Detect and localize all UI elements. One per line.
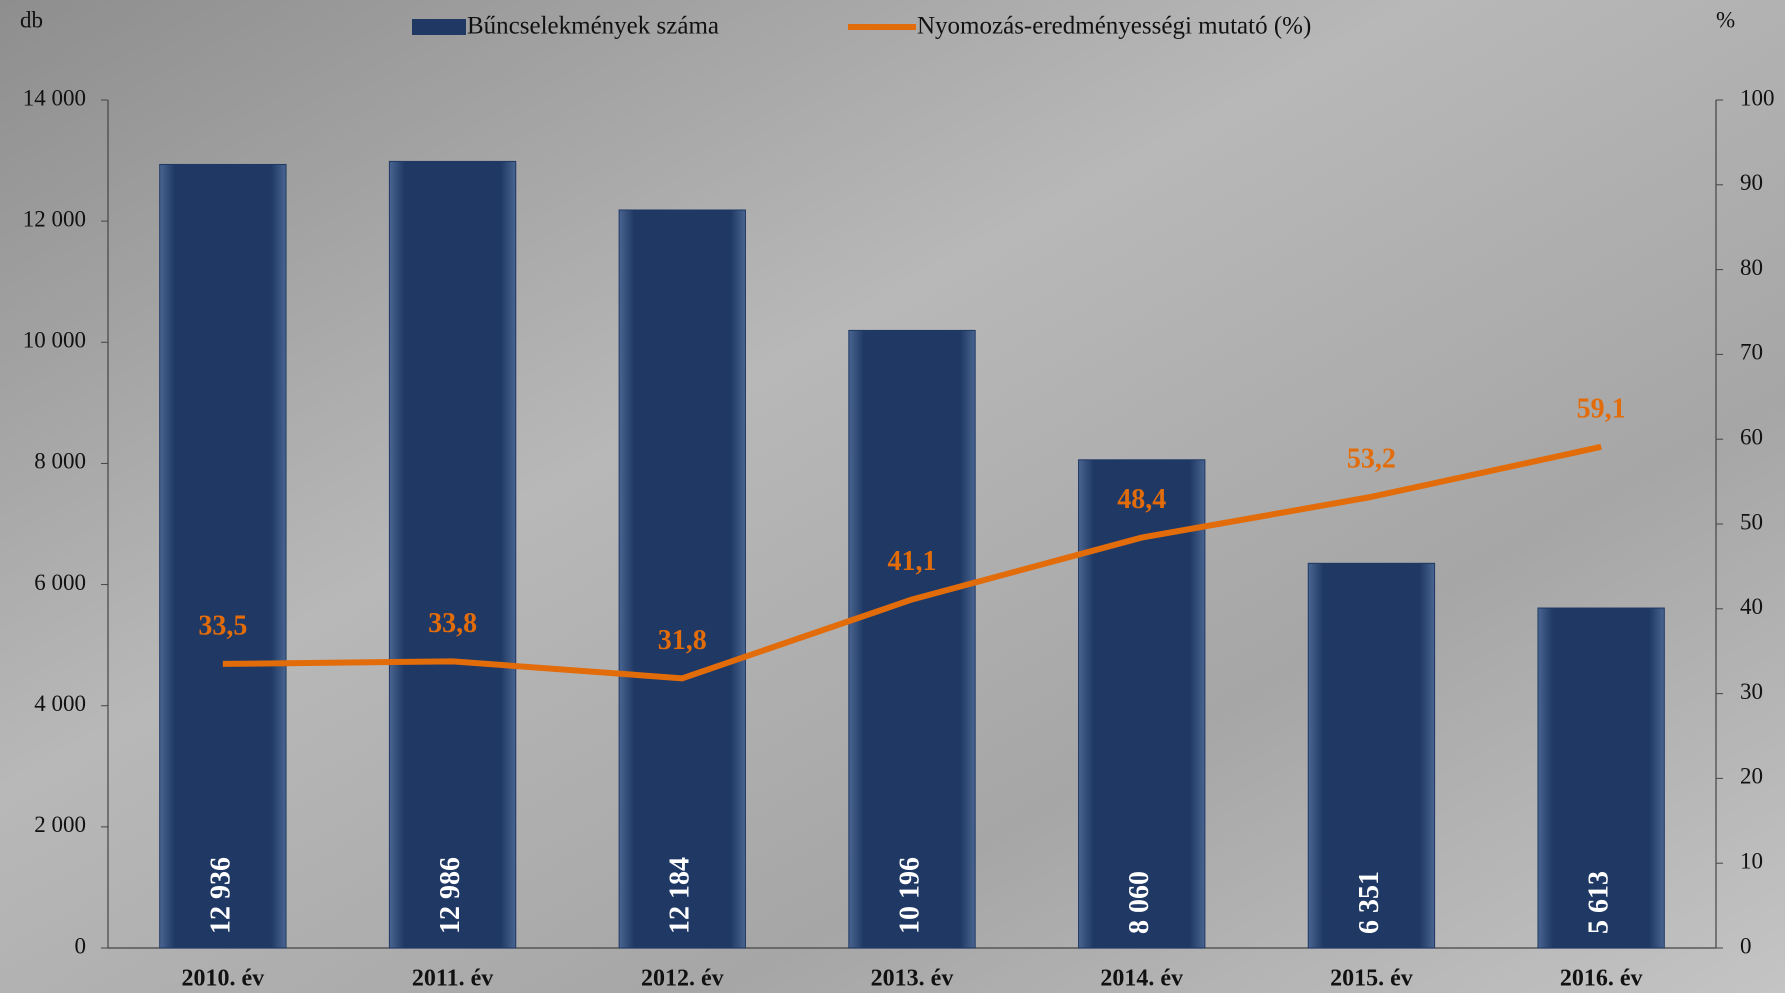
y-tick-label: 14 000: [23, 85, 86, 110]
y2-tick-label: 70: [1740, 340, 1763, 365]
y-tick-label: 4 000: [34, 691, 86, 716]
line-value-label: 31,8: [658, 625, 707, 656]
bar-value-label: 12 986: [435, 857, 466, 934]
y-tick-label: 2 000: [34, 812, 86, 837]
y2-tick-label: 0: [1740, 933, 1752, 958]
x-tick-label: 2015. év: [1330, 966, 1413, 992]
y-tick-label: 6 000: [34, 570, 86, 595]
x-tick-label: 2013. év: [871, 966, 954, 992]
bar-value-label: 12 936: [205, 857, 236, 934]
y-tick-label: 8 000: [34, 449, 86, 474]
y2-tick-label: 90: [1740, 170, 1763, 195]
bar: [388, 160, 517, 949]
bar-value-label: 6 351: [1354, 871, 1385, 934]
bar: [1537, 607, 1665, 949]
legend-label: Bűncselekmények száma: [467, 13, 719, 40]
y2-tick-label: 50: [1740, 509, 1763, 534]
bar: [159, 163, 287, 949]
x-tick-label: 2012. év: [641, 966, 724, 992]
line-value-label: 33,8: [428, 608, 477, 639]
y2-tick-label: 40: [1740, 594, 1763, 619]
x-tick-label: 2010. év: [182, 966, 265, 992]
bar: [618, 209, 746, 949]
y2-tick-label: 60: [1740, 424, 1763, 449]
y2-tick-label: 20: [1740, 764, 1763, 789]
x-tick-label: 2014. év: [1100, 966, 1183, 992]
y2-tick-label: 30: [1740, 679, 1763, 704]
bar: [848, 329, 976, 949]
x-tick-label: 2011. év: [412, 966, 493, 992]
y-tick-label: 10 000: [23, 328, 86, 353]
bar-value-label: 8 060: [1124, 871, 1155, 934]
y2-tick-label: 80: [1740, 255, 1763, 280]
y2-axis-label: %: [1716, 7, 1735, 32]
y-tick-label: 0: [75, 933, 87, 958]
legend-swatch: [412, 19, 466, 35]
bar: [1307, 562, 1436, 949]
line: [222, 443, 1602, 682]
y-tick-label: 12 000: [23, 206, 86, 231]
x-tick-label: 2016. év: [1560, 966, 1643, 992]
bar: [1078, 459, 1206, 949]
bar-value-label: 10 196: [894, 857, 925, 934]
y2-tick-label: 10: [1740, 848, 1763, 873]
line-value-label: 48,4: [1117, 484, 1166, 515]
bar-value-label: 12 184: [665, 857, 696, 934]
y2-tick-label: 100: [1740, 85, 1775, 110]
bar-value-label: 5 613: [1584, 871, 1615, 934]
line-value-label: 59,1: [1577, 393, 1626, 424]
line-value-label: 41,1: [888, 546, 937, 577]
line-value-label: 53,2: [1347, 443, 1396, 474]
line-value-label: 33,5: [198, 610, 247, 641]
y-axis-label: db: [20, 7, 43, 32]
legend-label: Nyomozás-eredményességi mutató (%): [917, 13, 1311, 40]
